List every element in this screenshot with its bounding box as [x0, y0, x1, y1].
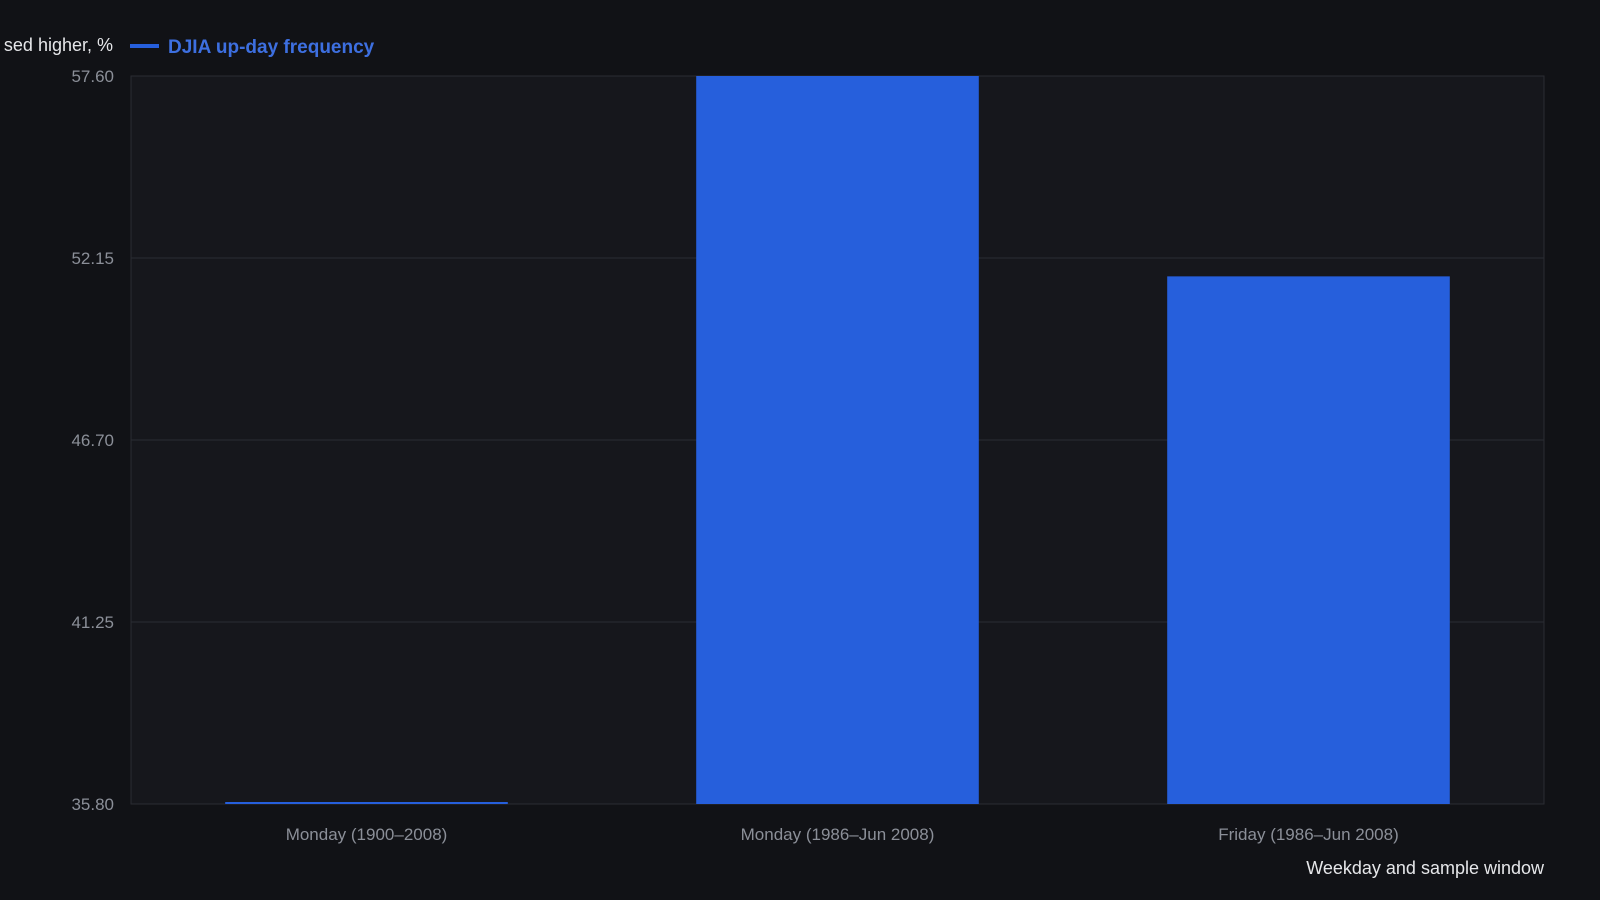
y-tick-label: 35.80: [71, 795, 114, 814]
x-axis-title: Weekday and sample window: [1306, 858, 1545, 878]
bars: [225, 76, 1450, 805]
y-axis-ticks: 35.80 41.25 46.70 52.15 57.60: [71, 67, 114, 814]
y-tick-label: 46.70: [71, 431, 114, 450]
bar[interactable]: [696, 76, 979, 804]
legend-label: DJIA up-day frequency: [168, 37, 375, 58]
x-category-label: Monday (1900–2008): [286, 825, 448, 844]
y-axis-title: sed higher, %: [4, 35, 113, 55]
bar[interactable]: [1167, 276, 1450, 805]
y-tick-label: 41.25: [71, 613, 114, 632]
legend[interactable]: DJIA up-day frequency: [130, 37, 375, 58]
x-category-label: Monday (1986–Jun 2008): [741, 825, 935, 844]
y-tick-label: 52.15: [71, 249, 114, 268]
x-category-label: Friday (1986–Jun 2008): [1218, 825, 1399, 844]
x-axis-categories: Monday (1900–2008) Monday (1986–Jun 2008)…: [286, 825, 1399, 844]
y-tick-label: 57.60: [71, 67, 114, 86]
bar[interactable]: [225, 802, 508, 804]
